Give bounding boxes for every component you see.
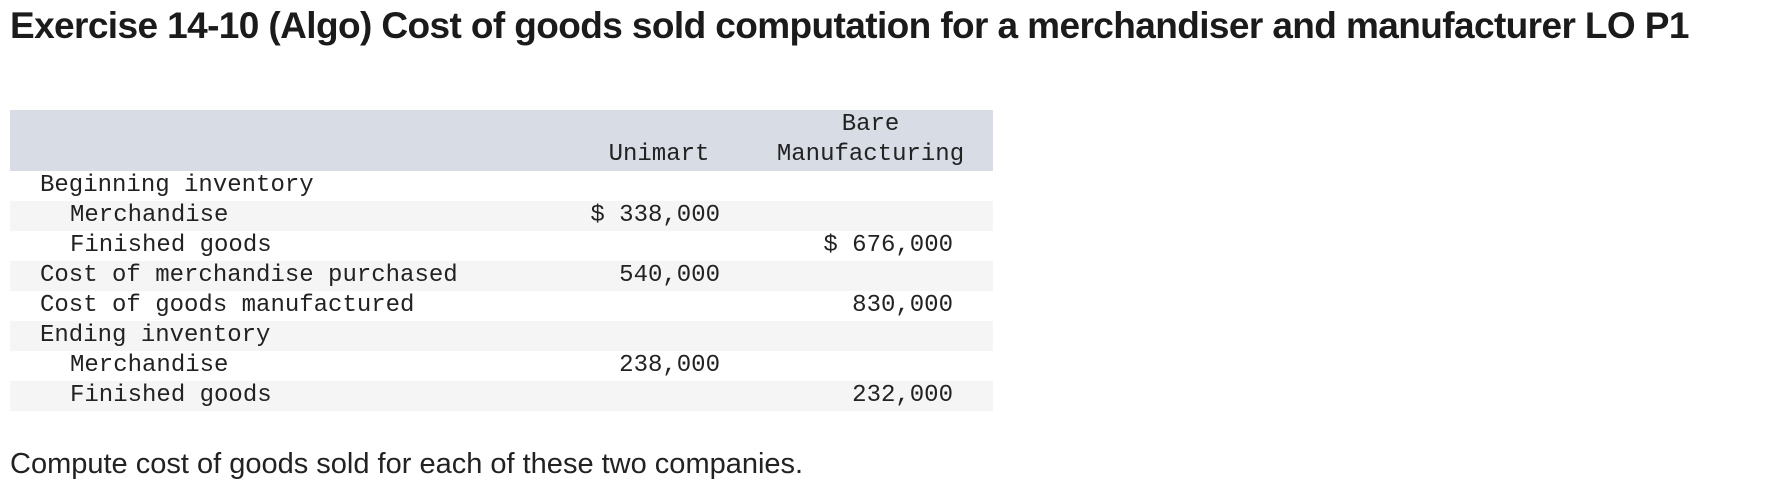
table-row: Merchandise $ 338,000 bbox=[10, 201, 993, 231]
row-label: Cost of merchandise purchased bbox=[40, 262, 458, 289]
bare-value: 232,000 bbox=[852, 382, 953, 409]
bare-header-line1: Bare bbox=[841, 111, 900, 138]
row-label: Finished goods bbox=[70, 382, 272, 409]
bare-value bbox=[748, 321, 993, 351]
exercise-title: Exercise 14-10 (Algo) Cost of goods sold… bbox=[10, 5, 1689, 46]
unimart-value bbox=[570, 171, 748, 201]
table-row: Finished goods 232,000 bbox=[10, 381, 993, 411]
bare-header-line2: Manufacturing bbox=[776, 141, 965, 168]
table-row: Ending inventory bbox=[10, 321, 993, 351]
unimart-value bbox=[570, 381, 748, 411]
instruction-text: Compute cost of goods sold for each of t… bbox=[10, 448, 804, 480]
inventory-cost-table: Unimart Bare Manufacturing Beginning inve… bbox=[10, 110, 993, 411]
bare-value bbox=[748, 261, 993, 291]
table-row: Cost of merchandise purchased 540,000 bbox=[10, 261, 993, 291]
table-row: Merchandise 238,000 bbox=[10, 351, 993, 381]
row-label: Finished goods bbox=[70, 232, 272, 259]
unimart-value: $ 338,000 bbox=[590, 202, 720, 229]
unimart-value bbox=[570, 231, 748, 261]
unimart-value bbox=[570, 291, 748, 321]
table-row: Beginning inventory bbox=[10, 171, 993, 201]
bare-value bbox=[748, 351, 993, 381]
row-label: Beginning inventory bbox=[40, 172, 314, 199]
row-label: Cost of goods manufactured bbox=[40, 292, 415, 319]
unimart-value: 238,000 bbox=[619, 352, 720, 379]
unimart-value bbox=[570, 321, 748, 351]
bare-value bbox=[748, 171, 993, 201]
row-label: Ending inventory bbox=[40, 322, 271, 349]
table-row: Finished goods $ 676,000 bbox=[10, 231, 993, 261]
bare-value: 830,000 bbox=[852, 292, 953, 319]
unimart-column-header: Unimart bbox=[608, 141, 710, 168]
bare-value: $ 676,000 bbox=[823, 232, 953, 259]
table-header-row: Unimart Bare Manufacturing bbox=[10, 110, 993, 171]
bare-manufacturing-column-header: Bare Manufacturing bbox=[748, 110, 993, 171]
unimart-value: 540,000 bbox=[619, 262, 720, 289]
row-label: Merchandise bbox=[70, 352, 229, 379]
label-column-header bbox=[10, 110, 570, 171]
table-row: Cost of goods manufactured 830,000 bbox=[10, 291, 993, 321]
row-label: Merchandise bbox=[70, 202, 229, 229]
bare-value bbox=[748, 201, 993, 231]
